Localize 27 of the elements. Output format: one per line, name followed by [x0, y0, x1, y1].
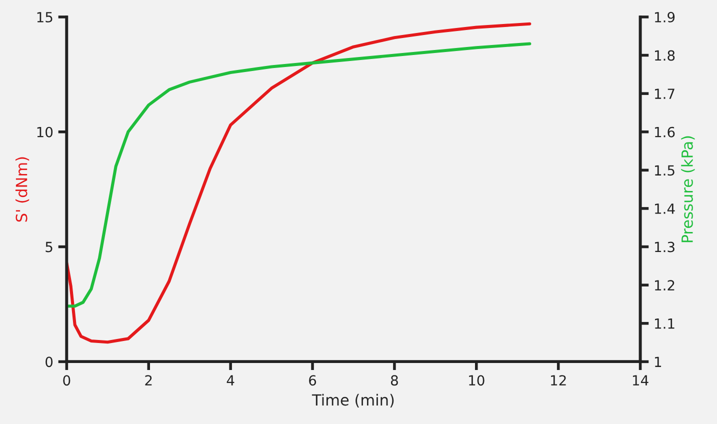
- y2-tick-label: 1.5: [655, 165, 674, 176]
- y2-tick-label: 1.2: [655, 280, 674, 290]
- y2-tick-label: 1: [655, 356, 662, 367]
- x-tick-label: 10: [469, 375, 484, 386]
- y-axis-title: S' (dNm): [15, 157, 30, 222]
- y-tick-label: 0: [46, 356, 53, 368]
- y2-tick-label: 1.3: [655, 242, 674, 252]
- x-tick-label: 4: [226, 375, 234, 386]
- y2-tick-label: 1.1: [655, 318, 674, 329]
- x-tick-label: 0: [63, 375, 70, 386]
- y2-tick-label: 1.7: [655, 88, 674, 99]
- x-tick-label: 12: [551, 375, 566, 386]
- x-tick-label: 2: [145, 375, 152, 386]
- y-tick-label: 5: [46, 242, 52, 252]
- y-tick-label: 10: [37, 126, 53, 138]
- y-tick-label: 15: [37, 12, 52, 22]
- x-tick-label: 6: [309, 375, 316, 386]
- x-tick-label: 8: [390, 375, 398, 386]
- x-axis-title: Time (min): [312, 394, 394, 408]
- line-series: [66, 22, 532, 344]
- y2-tick-label: 1.6: [655, 126, 675, 138]
- y2-tick-label: 1.9: [655, 12, 675, 22]
- line-series: [66, 42, 532, 308]
- y2-tick-label: 1.8: [655, 50, 675, 61]
- x-tick-label: 14: [632, 375, 648, 386]
- y2-axis-title: Pressure (kPa): [681, 136, 695, 242]
- y2-tick-label: 1.4: [655, 204, 675, 214]
